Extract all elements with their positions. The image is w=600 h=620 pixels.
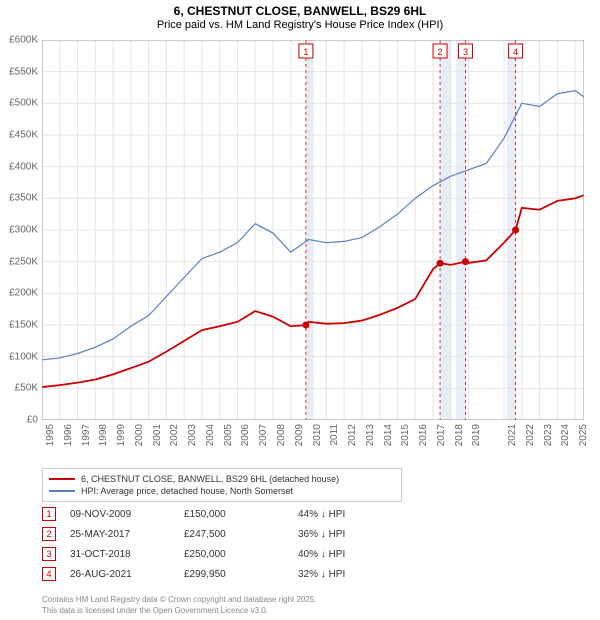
y-tick-label: £100K (9, 351, 38, 362)
sale-price: £250,000 (184, 549, 284, 560)
x-tick-label: 2025 (578, 424, 589, 446)
svg-text:2: 2 (438, 47, 443, 57)
y-tick-label: £300K (9, 225, 38, 236)
sale-price: £247,500 (184, 529, 284, 540)
x-tick-label: 2019 (471, 424, 482, 446)
svg-text:4: 4 (513, 47, 518, 57)
x-tick-label: 2021 (507, 424, 518, 446)
x-tick-label: 1996 (63, 424, 74, 446)
x-tick-label: 2017 (436, 424, 447, 446)
x-tick-label: 2014 (383, 424, 394, 446)
x-tick-label: 2010 (312, 424, 323, 446)
sales-row: 1 09-NOV-2009 £150,000 44% ↓ HPI (42, 504, 542, 524)
x-tick-label: 2022 (525, 424, 536, 446)
sale-diff: 40% ↓ HPI (298, 549, 398, 560)
y-tick-label: £500K (9, 98, 38, 109)
legend-item: HPI: Average price, detached house, Nort… (49, 485, 395, 497)
legend-label: 6, CHESTNUT CLOSE, BANWELL, BS29 6HL (de… (81, 474, 339, 484)
x-tick-label: 2003 (187, 424, 198, 446)
y-tick-label: £200K (9, 288, 38, 299)
x-tick-label: 2013 (365, 424, 376, 446)
y-axis: £0£50K£100K£150K£200K£250K£300K£350K£400… (0, 40, 40, 420)
x-tick-label: 2024 (560, 424, 571, 446)
legend-swatch (49, 478, 75, 480)
y-tick-label: £0 (27, 415, 38, 426)
sale-diff: 44% ↓ HPI (298, 509, 398, 520)
legend-swatch (49, 490, 75, 491)
legend: 6, CHESTNUT CLOSE, BANWELL, BS29 6HL (de… (42, 468, 402, 502)
x-tick-label: 2005 (223, 424, 234, 446)
legend-item: 6, CHESTNUT CLOSE, BANWELL, BS29 6HL (de… (49, 473, 395, 485)
sales-row: 4 26-AUG-2021 £299,950 32% ↓ HPI (42, 564, 542, 584)
y-tick-label: £400K (9, 161, 38, 172)
sale-diff: 36% ↓ HPI (298, 529, 398, 540)
x-tick-label: 2011 (329, 424, 340, 446)
x-tick-label: 2000 (134, 424, 145, 446)
chart-title: 6, CHESTNUT CLOSE, BANWELL, BS29 6HL (0, 4, 600, 18)
sale-price: £299,950 (184, 569, 284, 580)
x-tick-label: 2015 (400, 424, 411, 446)
y-tick-label: £450K (9, 130, 38, 141)
x-tick-label: 2008 (276, 424, 287, 446)
sales-row: 2 25-MAY-2017 £247,500 36% ↓ HPI (42, 524, 542, 544)
title-block: 6, CHESTNUT CLOSE, BANWELL, BS29 6HL Pri… (0, 0, 600, 33)
footer-line1: Contains HM Land Registry data © Crown c… (42, 595, 582, 605)
x-tick-label: 2001 (152, 424, 163, 446)
x-tick-label: 1998 (98, 424, 109, 446)
y-tick-label: £150K (9, 320, 38, 331)
y-tick-label: £550K (9, 66, 38, 77)
x-tick-label: 2023 (543, 424, 554, 446)
x-tick-label: 2004 (205, 424, 216, 446)
x-tick-label: 2009 (294, 424, 305, 446)
sale-marker: 4 (42, 567, 56, 581)
x-tick-label: 2002 (169, 424, 180, 446)
sale-marker: 2 (42, 527, 56, 541)
x-tick-label: 1995 (45, 424, 56, 446)
svg-text:3: 3 (463, 47, 468, 57)
x-tick-label: 1997 (81, 424, 92, 446)
x-tick-label: 2012 (347, 424, 358, 446)
chart-subtitle: Price paid vs. HM Land Registry's House … (0, 19, 600, 31)
y-tick-label: £350K (9, 193, 38, 204)
y-tick-label: £250K (9, 256, 38, 267)
chart-area: 1 2 3 4 (42, 40, 584, 420)
footer: Contains HM Land Registry data © Crown c… (42, 595, 582, 616)
y-tick-label: £50K (15, 383, 38, 394)
x-tick-label: 2016 (418, 424, 429, 446)
sale-marker: 3 (42, 547, 56, 561)
x-tick-label: 2007 (258, 424, 269, 446)
chart-container: 6, CHESTNUT CLOSE, BANWELL, BS29 6HL Pri… (0, 0, 600, 620)
sale-price: £150,000 (184, 509, 284, 520)
chart-svg: 1 2 3 4 (42, 40, 584, 420)
x-tick-label: 1999 (116, 424, 127, 446)
x-axis: 1995 1996 1997 1998 1999 2000 2001 2002 2003 2004… (42, 422, 584, 472)
sales-row: 3 31-OCT-2018 £250,000 40% ↓ HPI (42, 544, 542, 564)
sale-date: 25-MAY-2017 (70, 529, 170, 540)
sale-diff: 32% ↓ HPI (298, 569, 398, 580)
x-tick-label: 2006 (240, 424, 251, 446)
footer-line2: This data is licensed under the Open Gov… (42, 606, 582, 616)
sale-marker: 1 (42, 507, 56, 521)
sale-date: 26-AUG-2021 (70, 569, 170, 580)
sale-date: 31-OCT-2018 (70, 549, 170, 560)
legend-label: HPI: Average price, detached house, Nort… (81, 486, 293, 496)
sale-date: 09-NOV-2009 (70, 509, 170, 520)
svg-text:1: 1 (303, 47, 308, 57)
x-tick-label: 2018 (454, 424, 465, 446)
sales-table: 1 09-NOV-2009 £150,000 44% ↓ HPI 2 25-MAY-201… (42, 504, 542, 584)
y-tick-label: £600K (9, 35, 38, 46)
